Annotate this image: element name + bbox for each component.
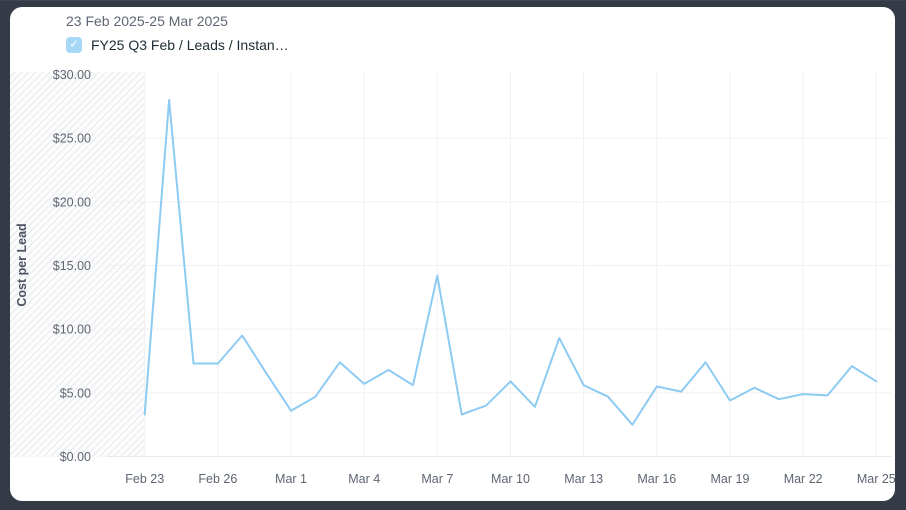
y-tick-label: $10.00 <box>53 323 91 337</box>
x-tick-label: Mar 10 <box>491 472 530 486</box>
legend-item[interactable]: ✓ FY25 Q3 Feb / Leads / Instan… <box>66 36 289 54</box>
x-tick-label: Mar 7 <box>421 472 453 486</box>
x-tick-label: Mar 19 <box>711 472 750 486</box>
x-tick-label: Mar 22 <box>784 472 823 486</box>
y-tick-label: $25.00 <box>53 132 91 146</box>
y-tick-label: $20.00 <box>53 195 91 209</box>
x-tick-label: Mar 16 <box>637 472 676 486</box>
date-range-title: 23 Feb 2025-25 Mar 2025 <box>66 13 228 29</box>
y-tick-label: $5.00 <box>60 386 91 400</box>
x-tick-label: Mar 13 <box>564 472 603 486</box>
x-tick-label: Mar 4 <box>348 472 380 486</box>
chart-card: 23 Feb 2025-25 Mar 2025 ✓ FY25 Q3 Feb / … <box>10 7 895 501</box>
x-tick-label: Feb 23 <box>125 472 164 486</box>
cost-per-lead-line-chart[interactable]: Feb 23 Feb 26 Mar 1 Mar 4 Mar 7 Mar 10 Mar 13 M… <box>10 7 895 501</box>
data-line[interactable] <box>143 99 878 426</box>
y-axis-title: Cost per Lead <box>15 223 29 306</box>
legend-checkbox[interactable]: ✓ <box>66 37 82 53</box>
y-tick-label: $15.00 <box>53 259 91 273</box>
checkmark-icon: ✓ <box>69 38 79 50</box>
legend-label: FY25 Q3 Feb / Leads / Instan… <box>91 37 289 53</box>
x-tick-label: Mar 25 <box>857 472 895 486</box>
y-tick-label: $0.00 <box>60 450 91 464</box>
x-tick-label: Feb 26 <box>198 472 237 486</box>
x-tick-label: Mar 1 <box>275 472 307 486</box>
y-tick-label: $30.00 <box>53 68 91 82</box>
